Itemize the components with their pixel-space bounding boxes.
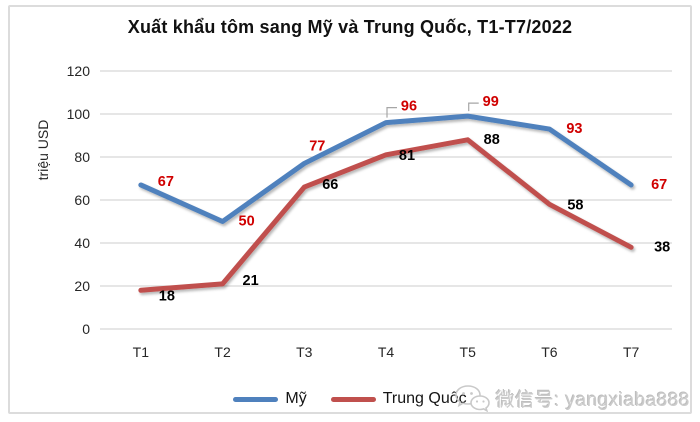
legend: Mỹ Trung Quốc bbox=[0, 390, 700, 408]
data-label: 99 bbox=[483, 94, 499, 110]
y-tick-label: 20 bbox=[74, 278, 90, 294]
y-axis-title: triệu USD bbox=[35, 120, 51, 181]
data-label: 96 bbox=[401, 99, 417, 115]
legend-item-1: Trung Quốc bbox=[330, 390, 467, 408]
y-tick-label: 40 bbox=[74, 235, 90, 251]
data-label: 66 bbox=[322, 177, 338, 193]
series-line-0 bbox=[138, 113, 634, 224]
data-label: 18 bbox=[159, 288, 175, 304]
x-tick-label: T7 bbox=[623, 344, 640, 360]
series-line-1 bbox=[138, 137, 634, 293]
y-tick-label: 60 bbox=[74, 192, 90, 208]
data-label: 81 bbox=[399, 148, 415, 164]
x-tick-label: T5 bbox=[460, 344, 477, 360]
data-label: 67 bbox=[158, 174, 174, 190]
data-label: 50 bbox=[239, 214, 255, 230]
y-tick-label: 100 bbox=[67, 106, 91, 122]
data-label-leader-line bbox=[386, 106, 397, 118]
y-tick-label: 0 bbox=[82, 321, 90, 337]
legend-label: Trung Quốc bbox=[382, 390, 467, 407]
x-tick-label: T2 bbox=[214, 344, 231, 360]
chart-title: Xuất khẩu tôm sang Mỹ và Trung Quốc, T1-… bbox=[127, 17, 573, 37]
data-label: 58 bbox=[567, 197, 583, 213]
data-label: 67 bbox=[651, 177, 667, 193]
data-label: 88 bbox=[484, 132, 500, 148]
legend-line-swatch bbox=[233, 396, 279, 402]
legend-line-swatch bbox=[330, 396, 376, 402]
legend-label: Mỹ bbox=[285, 390, 307, 407]
data-label: 93 bbox=[566, 121, 582, 137]
data-label: 38 bbox=[654, 239, 670, 255]
data-label: 21 bbox=[243, 273, 259, 289]
data-label: 77 bbox=[309, 138, 325, 154]
x-tick-label: T1 bbox=[133, 344, 150, 360]
y-tick-label: 120 bbox=[67, 63, 91, 79]
y-tick-label: 80 bbox=[74, 149, 90, 165]
x-tick-label: T6 bbox=[541, 344, 558, 360]
x-tick-label: T3 bbox=[296, 344, 313, 360]
x-tick-label: T4 bbox=[378, 344, 395, 360]
legend-item-0: Mỹ bbox=[233, 390, 307, 408]
data-label-leader-line bbox=[468, 102, 479, 112]
